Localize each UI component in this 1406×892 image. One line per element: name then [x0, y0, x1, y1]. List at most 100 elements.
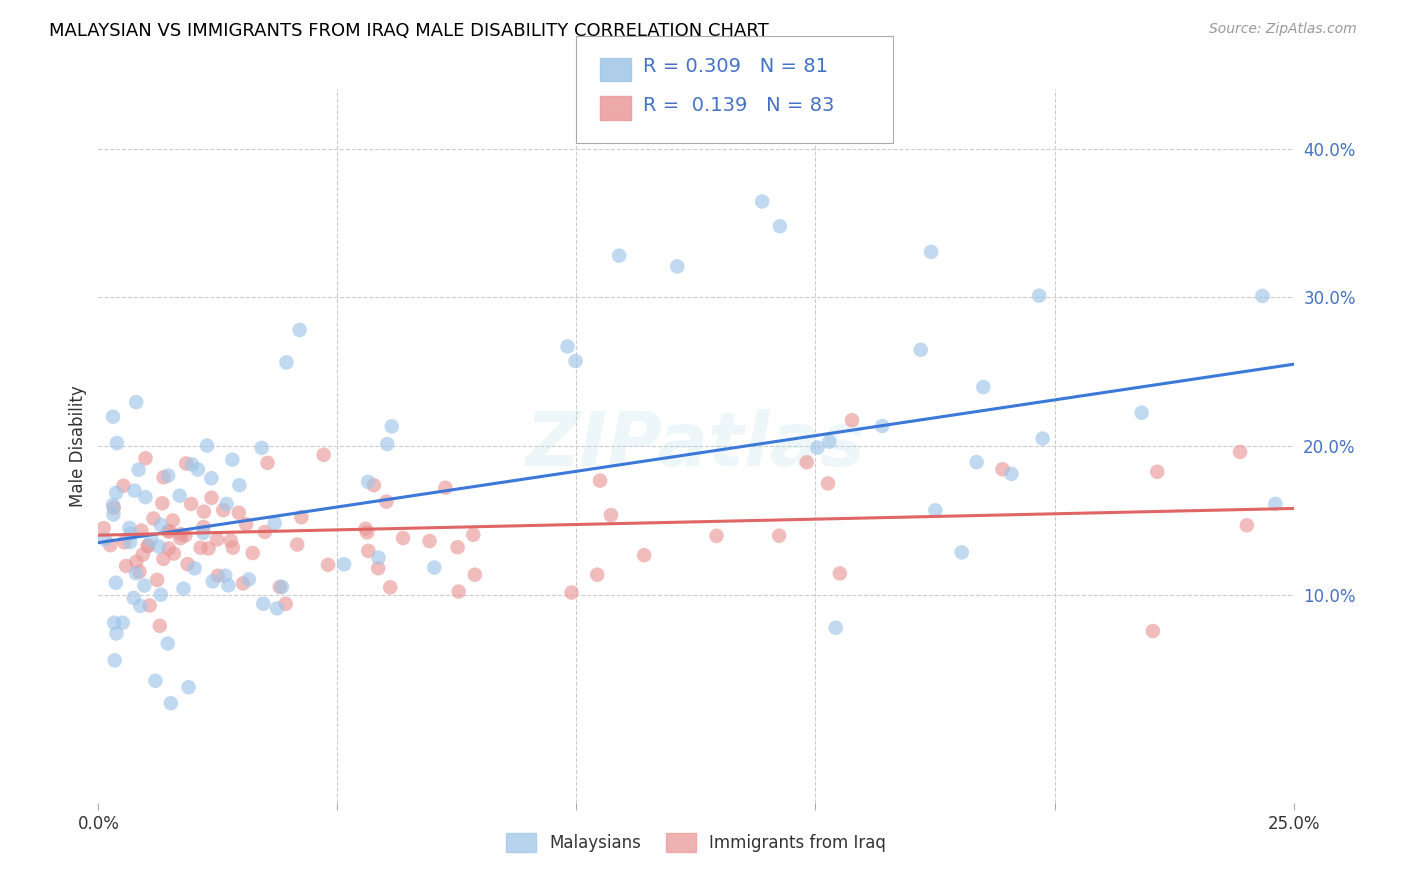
Immigrants from Iraq [356, 525, 378, 540]
Immigrants from Iraq [463, 527, 485, 541]
Malaysians [228, 478, 250, 492]
Malaysians [103, 508, 125, 522]
Immigrants from Iraq [817, 476, 839, 491]
Immigrants from Iraq [125, 555, 148, 569]
Malaysians [215, 497, 238, 511]
Immigrants from Iraq [103, 500, 125, 515]
Immigrants from Iraq [150, 496, 173, 510]
Text: ZIPatlas: ZIPatlas [526, 409, 866, 483]
Immigrants from Iraq [222, 541, 245, 555]
Immigrants from Iraq [157, 524, 180, 539]
Immigrants from Iraq [193, 505, 215, 519]
Malaysians [187, 462, 209, 476]
Immigrants from Iraq [157, 541, 180, 556]
Malaysians [141, 533, 163, 547]
Immigrants from Iraq [132, 548, 155, 562]
Immigrants from Iraq [828, 566, 851, 581]
Malaysians [105, 485, 128, 500]
Immigrants from Iraq [589, 474, 612, 488]
Immigrants from Iraq [98, 538, 121, 552]
Immigrants from Iraq [228, 506, 250, 520]
Immigrants from Iraq [112, 479, 135, 493]
Malaysians [149, 588, 172, 602]
Malaysians [104, 575, 127, 590]
Text: R = 0.309   N = 81: R = 0.309 N = 81 [643, 57, 828, 77]
Immigrants from Iraq [193, 520, 215, 534]
Malaysians [333, 558, 356, 572]
Immigrants from Iraq [380, 580, 402, 594]
Malaysians [381, 419, 404, 434]
Malaysians [145, 673, 167, 688]
Immigrants from Iraq [169, 531, 191, 545]
Immigrants from Iraq [149, 619, 172, 633]
Immigrants from Iraq [316, 558, 339, 572]
Immigrants from Iraq [375, 494, 398, 508]
Immigrants from Iraq [152, 551, 174, 566]
Malaysians [101, 498, 124, 512]
Immigrants from Iraq [235, 517, 257, 532]
Immigrants from Iraq [207, 569, 229, 583]
Immigrants from Iraq [1146, 465, 1168, 479]
Malaysians [238, 572, 260, 586]
Malaysians [148, 540, 170, 554]
Immigrants from Iraq [159, 524, 181, 539]
Malaysians [101, 409, 124, 424]
Malaysians [217, 578, 239, 592]
Malaysians [124, 483, 146, 498]
Immigrants from Iraq [205, 533, 228, 547]
Malaysians [118, 521, 141, 535]
Malaysians [122, 591, 145, 605]
Malaysians [221, 452, 243, 467]
Y-axis label: Male Disability: Male Disability [69, 385, 87, 507]
Malaysians [195, 439, 218, 453]
Malaysians [252, 597, 274, 611]
Malaysians [94, 533, 117, 547]
Malaysians [156, 636, 179, 650]
Malaysians [666, 260, 689, 274]
Malaysians [357, 475, 380, 489]
Immigrants from Iraq [363, 478, 385, 492]
Malaysians [276, 355, 298, 369]
Immigrants from Iraq [633, 548, 655, 562]
Immigrants from Iraq [706, 529, 728, 543]
Immigrants from Iraq [112, 535, 135, 549]
Malaysians [824, 621, 846, 635]
Malaysians [950, 545, 973, 559]
Immigrants from Iraq [419, 534, 441, 549]
Immigrants from Iraq [146, 573, 169, 587]
Malaysians [1251, 289, 1274, 303]
Immigrants from Iraq [242, 546, 264, 560]
Malaysians [263, 516, 285, 530]
Malaysians [966, 455, 988, 469]
Malaysians [104, 653, 127, 667]
Immigrants from Iraq [1142, 624, 1164, 638]
Immigrants from Iraq [600, 508, 623, 522]
Malaysians [193, 525, 215, 540]
Malaysians [125, 395, 148, 409]
Immigrants from Iraq [446, 541, 468, 555]
Immigrants from Iraq [219, 533, 242, 548]
Immigrants from Iraq [138, 599, 160, 613]
Malaysians [870, 419, 893, 434]
Immigrants from Iraq [253, 524, 276, 539]
Malaysians [423, 560, 446, 574]
Immigrants from Iraq [1229, 445, 1251, 459]
Malaysians [134, 578, 156, 592]
Malaysians [159, 696, 181, 710]
Malaysians [105, 436, 128, 450]
Immigrants from Iraq [464, 567, 486, 582]
Immigrants from Iraq [586, 567, 609, 582]
Immigrants from Iraq [174, 457, 197, 471]
Malaysians [201, 574, 224, 589]
Immigrants from Iraq [841, 413, 863, 427]
Immigrants from Iraq [174, 528, 197, 542]
Immigrants from Iraq [197, 541, 219, 556]
Malaysians [769, 219, 792, 234]
Malaysians [105, 626, 128, 640]
Malaysians [806, 441, 828, 455]
Legend: Malaysians, Immigrants from Iraq: Malaysians, Immigrants from Iraq [499, 826, 893, 859]
Immigrants from Iraq [190, 541, 212, 555]
Malaysians [129, 599, 152, 613]
Malaysians [271, 580, 294, 594]
Immigrants from Iraq [447, 584, 470, 599]
